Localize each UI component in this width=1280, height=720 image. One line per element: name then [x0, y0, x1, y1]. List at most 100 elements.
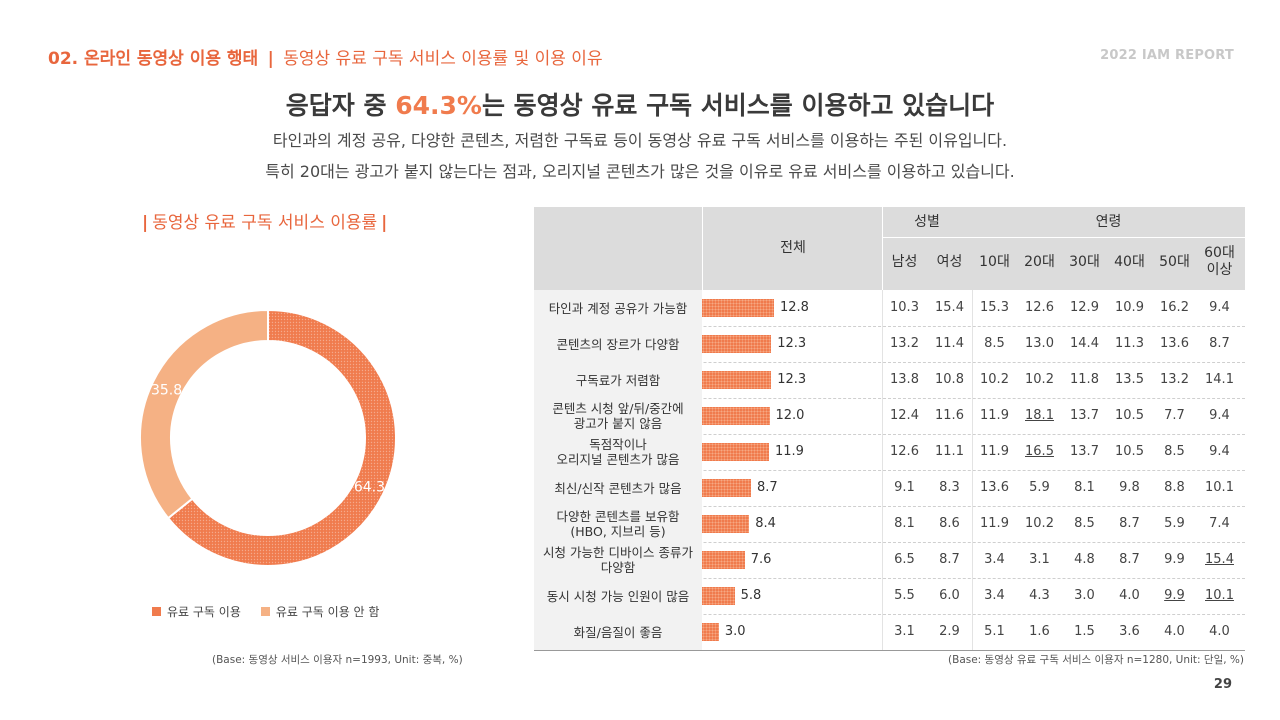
section-header: 02. 온라인 동영상 이용 행태 | 동영상 유료 구독 서비스 이용률 및 …: [48, 44, 603, 69]
row-label: 콘텐츠의 장르가 다양함: [534, 326, 702, 362]
table-cell: 9.9: [1164, 588, 1185, 603]
table-cell: 15.4: [1205, 552, 1234, 567]
table-cell: 3.6: [1119, 624, 1140, 639]
table-cell: 8.7: [1119, 516, 1140, 531]
table-cell: 8.5: [1074, 516, 1095, 531]
table-cell: 11.4: [935, 336, 964, 351]
table-cell: 5.1: [984, 624, 1005, 639]
table-row: 화질/음질이 좋음 3.0 3.1 2.9 5.1 1.6 1.5 3.6 4.0 4.0: [534, 614, 1245, 651]
row-label: 구독료가 저렴함: [534, 362, 702, 398]
column-header: 10대: [979, 254, 1010, 270]
row-label: 화질/음질이 좋음: [534, 614, 702, 650]
column-divider: [882, 290, 883, 650]
table-cell: 10.5: [1115, 444, 1144, 459]
total-bar: [702, 551, 745, 569]
table-cell: 13.8: [890, 372, 919, 387]
column-header: 20대: [1024, 254, 1055, 270]
legend-label-not-subscribe: 유료 구독 이용 안 함: [275, 605, 380, 619]
table-cell: 10.2: [1025, 516, 1054, 531]
table-row: 독점작이나 오리지널 콘텐츠가 많음 11.9 12.6 11.1 11.9 16.5 13.…: [534, 434, 1245, 471]
table-row: 콘텐츠 시청 앞/뒤/중간에 광고가 붙지 않음 12.0 12.4 11.6 11.9 1…: [534, 398, 1245, 435]
legend-swatch-not-subscribe: [260, 607, 270, 616]
table-cell: 1.6: [1029, 624, 1050, 639]
table-cell: 10.8: [935, 372, 964, 387]
legend-item-not-subscribe: 유료 구독 이용 안 함: [260, 603, 380, 620]
table-cell: 10.9: [1115, 300, 1144, 315]
table-cell: 9.1: [894, 480, 915, 495]
total-bar: [702, 299, 774, 317]
total-bar: [702, 587, 735, 605]
donut-value-subscribe: 64.3: [354, 480, 385, 496]
table-cell: 12.9: [1070, 300, 1099, 315]
table-cell: 3.4: [984, 588, 1005, 603]
table-row: 다양한 콘텐츠를 보유함 (HBO, 지브리 등) 8.4 8.1 8.6 11.9 10.…: [534, 506, 1245, 543]
table-cell: 7.7: [1164, 408, 1185, 423]
table-cell: 11.8: [1070, 372, 1099, 387]
row-label: 시청 가능한 디바이스 종류가 다양함: [534, 542, 702, 578]
table-cell: 13.6: [1160, 336, 1189, 351]
table-cell: 5.9: [1164, 516, 1185, 531]
donut-value-not-subscribe: 35.8: [151, 382, 182, 398]
table-cell: 8.3: [939, 480, 960, 495]
column-header: 40대: [1114, 254, 1145, 270]
headline-suffix: 는 동영상 유료 구독 서비스를 이용하고 있습니다: [481, 91, 995, 120]
table-cell: 8.1: [1074, 480, 1095, 495]
row-label: 타인과 계정 공유가 가능함: [534, 290, 702, 326]
table-cell: 9.4: [1209, 444, 1230, 459]
total-value: 8.4: [755, 516, 776, 531]
header-separator: |: [267, 49, 274, 69]
table-cell: 5.9: [1029, 480, 1050, 495]
table-cell: 13.5: [1115, 372, 1144, 387]
legend-label-subscribe: 유료 구독 이용: [167, 605, 241, 619]
table-row: 콘텐츠의 장르가 다양함 12.3 13.2 11.4 8.5 13.0 14.4 11.3 1…: [534, 326, 1245, 363]
total-bar: [702, 623, 719, 641]
total-value: 12.0: [775, 408, 805, 423]
section-title: 02. 온라인 동영상 이용 행태: [48, 49, 259, 69]
row-label: 다양한 콘텐츠를 보유함 (HBO, 지브리 등): [534, 506, 702, 542]
donut-slice-not-subscribe: [139, 308, 269, 520]
table-cell: 16.5: [1025, 444, 1054, 459]
table-cell: 10.3: [890, 300, 919, 315]
table-cell: 14.4: [1070, 336, 1099, 351]
table-cell: 13.2: [1160, 372, 1189, 387]
table-cell: 13.0: [1025, 336, 1054, 351]
table-cell: 9.4: [1209, 408, 1230, 423]
row-label: 동시 시청 가능 인원이 많음: [534, 578, 702, 614]
total-value: 11.9: [774, 444, 804, 459]
row-label: 독점작이나 오리지널 콘텐츠가 많음: [534, 434, 702, 470]
table-cell: 14.1: [1205, 372, 1234, 387]
table-cell: 7.4: [1209, 516, 1230, 531]
footnote-right: (Base: 동영상 유료 구독 서비스 이용자 n=1280, Unit: 단…: [948, 654, 1244, 666]
page-number: 29: [1213, 677, 1232, 692]
table-cell: 8.7: [1119, 552, 1140, 567]
total-bar: [702, 515, 750, 533]
table-row: 최신/신작 콘텐츠가 많음 8.7 9.1 8.3 13.6 5.9 8.1 9.8 8.8 10…: [534, 470, 1245, 507]
total-bar: [702, 335, 772, 353]
column-header: 50대: [1159, 254, 1190, 270]
report-label: 2022 IAM REPORT: [1100, 48, 1234, 63]
table-cell: 3.4: [984, 552, 1005, 567]
table-cell: 4.0: [1209, 624, 1230, 639]
total-value: 3.0: [724, 624, 746, 639]
donut-title-text: 동영상 유료 구독 서비스 이용률: [152, 213, 378, 233]
column-divider: [972, 290, 973, 650]
table-cell: 8.5: [1164, 444, 1185, 459]
total-value: 5.8: [740, 588, 762, 603]
table-cell: 1.5: [1074, 624, 1095, 639]
donut-legend: 유료 구독 이용 유료 구독 이용 안 함: [152, 603, 379, 620]
table-cell: 8.7: [1209, 336, 1230, 351]
table-cell: 8.1: [894, 516, 915, 531]
total-value: 12.3: [777, 372, 807, 387]
column-header: 여성: [936, 254, 963, 270]
header-age: 연령: [1095, 214, 1122, 230]
row-label: 콘텐츠 시청 앞/뒤/중간에 광고가 붙지 않음: [534, 398, 702, 434]
donut-chart-title: | 동영상 유료 구독 서비스 이용률 |: [138, 208, 391, 233]
headline: 응답자 중 64.3%는 동영상 유료 구독 서비스를 이용하고 있습니다: [0, 86, 1280, 122]
table-cell: 8.5: [984, 336, 1005, 351]
table-cell: 13.6: [980, 480, 1009, 495]
table-cell: 9.4: [1209, 300, 1230, 315]
table-cell: 11.9: [980, 408, 1009, 423]
table-cell: 9.9: [1164, 552, 1185, 567]
table-row: 동시 시청 가능 인원이 많음 5.8 5.5 6.0 3.4 4.3 3.0 4.0 9.9 1…: [534, 578, 1245, 615]
table-cell: 8.6: [939, 516, 960, 531]
